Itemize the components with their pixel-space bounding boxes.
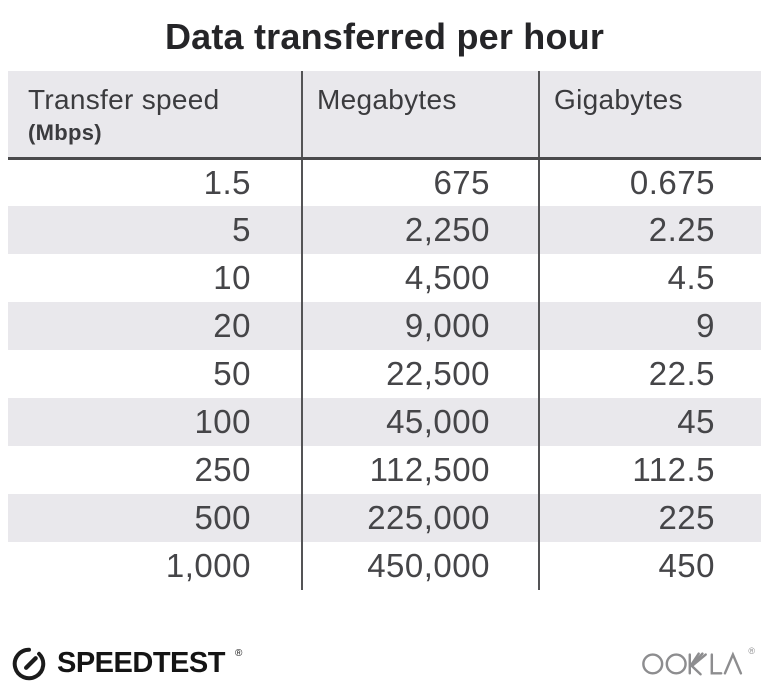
table-cell: 1.5 [8,158,302,206]
table-cell: 9,000 [301,302,539,350]
header-cell-transfer-speed: Transfer speed (Mbps) [8,71,302,158]
table-cell: 45,000 [301,398,539,446]
table-cell: 45 [538,398,761,446]
header-label: Megabytes [317,84,457,115]
speedtest-logo: SPEEDTEST ® [10,644,242,682]
table-cell: 4,500 [301,254,539,302]
table-cell: 450 [538,542,761,590]
table-cell: 5 [8,206,302,254]
table-row: 20 9,000 9 [8,302,761,350]
table-cell: 2,250 [301,206,539,254]
header-row: Transfer speed (Mbps) Megabytes Gigabyte… [8,71,761,158]
header-sublabel: (Mbps) [28,120,102,145]
ookla-trademark: ® [748,646,755,656]
table-row: 50 22,500 22.5 [8,350,761,398]
table-cell: 22.5 [538,350,761,398]
speedtest-gauge-icon [12,647,46,681]
table-row: 500 225,000 225 [8,494,761,542]
table-cell: 10 [8,254,302,302]
table-cell: 4.5 [538,254,761,302]
table-row: 1,000 450,000 450 [8,542,761,590]
table-cell: 100 [8,398,302,446]
table-cell: 675 [301,158,539,206]
table-cell: 112,500 [301,446,539,494]
speedtest-trademark: ® [234,647,243,659]
table-cell: 0.675 [538,158,761,206]
table-cell: 112.5 [538,446,761,494]
table-cell: 225,000 [301,494,539,542]
header-label: Transfer speed [28,84,220,115]
table-row: 5 2,250 2.25 [8,206,761,254]
header-cell-gigabytes: Gigabytes [538,71,761,158]
header-cell-megabytes: Megabytes [301,71,539,158]
table-row: 10 4,500 4.5 [8,254,761,302]
table-header: Transfer speed (Mbps) Megabytes Gigabyte… [8,71,761,158]
table-row: 250 112,500 112.5 [8,446,761,494]
ookla-wordmark-icon [642,651,743,676]
table-cell: 9 [538,302,761,350]
table-cell: 50 [8,350,302,398]
table-cell: 500 [8,494,302,542]
table-row: 1.5 675 0.675 [8,158,761,206]
footer: SPEEDTEST ® ® [0,640,769,698]
data-table: Transfer speed (Mbps) Megabytes Gigabyte… [8,71,761,590]
page-title: Data transferred per hour [164,16,605,57]
table-cell: 1,000 [8,542,302,590]
ookla-logo: ® [641,646,755,678]
table-cell: 20 [8,302,302,350]
table-cell: 225 [538,494,761,542]
header-label: Gigabytes [554,84,683,115]
table-cell: 250 [8,446,302,494]
table-cell: 22,500 [301,350,539,398]
table-cell: 2.25 [538,206,761,254]
table-cell: 450,000 [301,542,539,590]
speedtest-wordmark: SPEEDTEST [57,646,225,679]
table-row: 100 45,000 45 [8,398,761,446]
table-body: 1.5 675 0.675 5 2,250 2.25 10 4,500 4.5 20 9,000 9 5… [8,158,761,590]
